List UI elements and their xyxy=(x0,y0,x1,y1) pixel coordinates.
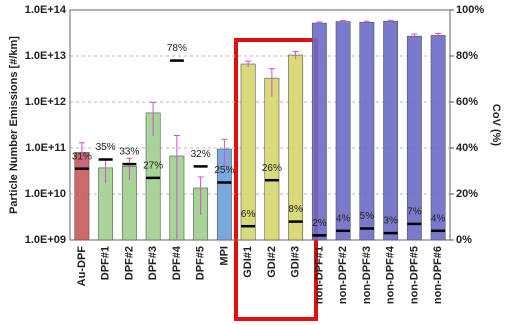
plot-frame xyxy=(69,9,451,241)
x-tick-label: DPF#5 xyxy=(195,246,207,280)
y2-tick-label: 0% xyxy=(456,234,472,246)
x-tick-label: DPF#1 xyxy=(100,246,112,280)
x-tick-label: GDI#1 xyxy=(242,246,254,278)
cov-label: 8% xyxy=(288,204,303,215)
y2-tick-label: 60% xyxy=(456,96,478,108)
x-tick-label: GDI#3 xyxy=(290,246,302,278)
cov-label: 3% xyxy=(383,216,398,227)
x-tick-label: non-DPF#4 xyxy=(385,245,397,304)
x-tick-label: non-DPF#1 xyxy=(313,246,325,304)
bar xyxy=(383,20,399,241)
x-tick-label: GDI#2 xyxy=(266,246,278,278)
x-tick-label: Au-DPF xyxy=(76,246,88,287)
y2-tick-label: 80% xyxy=(456,50,478,62)
cov-label: 5% xyxy=(360,211,375,222)
y2-tick-label: 100% xyxy=(456,4,484,16)
y2-axis-label: CoV (%) xyxy=(490,104,502,147)
y-tick-label: 1.0E+11 xyxy=(25,142,66,154)
bar xyxy=(335,21,351,241)
x-tick-label: MPI xyxy=(218,246,230,266)
cov-label: 4% xyxy=(336,213,351,224)
x-tick-label: non-DPF#5 xyxy=(408,246,420,304)
y-tick-label: 1.0E+14 xyxy=(25,4,67,16)
y-tick-label: 1.0E+10 xyxy=(25,188,66,200)
bar xyxy=(359,22,375,241)
y-tick-label: 1.0E+13 xyxy=(25,50,66,62)
bar xyxy=(264,77,280,241)
x-tick-label: non-DPF#2 xyxy=(337,246,349,304)
x-tick-label: DPF#3 xyxy=(147,246,159,280)
cov-label: 35% xyxy=(96,142,116,153)
cov-label: 33% xyxy=(119,147,139,158)
x-tick-label: DPF#2 xyxy=(123,246,135,280)
bar xyxy=(430,35,446,241)
cov-label: 32% xyxy=(191,149,211,160)
y2-tick-label: 20% xyxy=(456,188,478,200)
cov-label: 78% xyxy=(167,43,187,54)
cov-label: 27% xyxy=(143,161,163,172)
bar xyxy=(311,22,327,241)
y-axis-label: Particle Number Emissions [#/km] xyxy=(8,36,20,214)
cov-label: 26% xyxy=(262,163,282,174)
cov-label: 25% xyxy=(214,165,234,176)
x-tick-label: DPF#4 xyxy=(171,245,183,280)
y2-tick-label: 40% xyxy=(456,142,478,154)
cov-label: 4% xyxy=(431,213,446,224)
y-tick-label: 1.0E+09 xyxy=(25,234,66,246)
cov-label: 7% xyxy=(407,207,422,218)
cov-label: 31% xyxy=(72,151,92,162)
y-tick-label: 1.0E+12 xyxy=(25,96,66,108)
cov-label: 2% xyxy=(312,218,327,229)
x-tick-label: non-DPF#6 xyxy=(432,246,444,304)
x-tick-label: non-DPF#3 xyxy=(361,246,373,304)
cov-label: 6% xyxy=(241,209,256,220)
